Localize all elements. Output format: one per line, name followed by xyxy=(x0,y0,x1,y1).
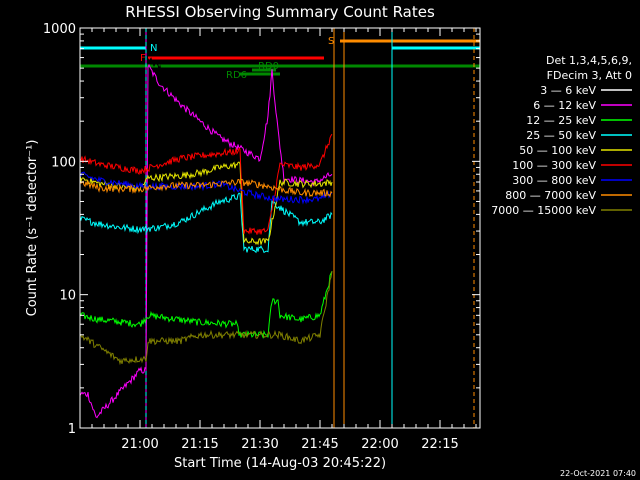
legend-entry-label: 6 — 12 keV xyxy=(533,99,596,112)
series-line-2 xyxy=(79,270,333,340)
y-tick-label: 1 xyxy=(68,422,76,437)
series-lines xyxy=(79,57,333,419)
legend: Det 1,3,4,5,6,9, FDecim 3, Att 0 3 — 6 keV… xyxy=(491,54,632,217)
x-tick-label: 21:45 xyxy=(301,437,338,452)
series-line-0 xyxy=(147,57,333,141)
series-line-5 xyxy=(79,133,333,235)
footer-date: 22-Oct-2021 07:40 xyxy=(560,469,636,478)
x-tick-label: 21:30 xyxy=(241,437,278,452)
x-tick-label: 22:15 xyxy=(421,437,458,452)
annotation-label: S xyxy=(328,36,334,47)
annotation-label: N xyxy=(150,43,157,54)
series-line-6 xyxy=(79,171,333,205)
legend-entry-label: 3 — 6 keV xyxy=(540,84,596,97)
interval-bars xyxy=(80,39,480,76)
legend-entry-label: 25 — 50 keV xyxy=(526,129,596,142)
legend-entry-label: 300 — 800 keV xyxy=(512,174,596,187)
y-tick-label: 100 xyxy=(51,155,76,170)
annotation-label: RD0 xyxy=(258,61,279,72)
annotations: NF RD0 RD6 S xyxy=(140,36,334,81)
y-tick-label: 1000 xyxy=(43,22,76,37)
legend-entry-label: 12 — 25 keV xyxy=(526,114,596,127)
series-line-8 xyxy=(79,271,333,366)
chart-title: RHESSI Observing Summary Count Rates xyxy=(125,3,435,21)
y-axis-label: Count Rate (s⁻¹ detector⁻¹) xyxy=(25,140,40,317)
legend-entry-label: 50 — 100 keV xyxy=(519,144,596,157)
axes: 1 10 100 1000 21:00 21:15 21:30 21:45 22:00 22:15 xyxy=(43,22,480,452)
annotation-label: RD6 xyxy=(226,70,247,81)
y-tick-label: 10 xyxy=(59,289,76,304)
legend-header-line: Det 1,3,4,5,6,9, xyxy=(546,54,632,67)
legend-entry-label: 100 — 300 keV xyxy=(512,159,596,172)
plot-frame xyxy=(79,27,481,429)
legend-header-line: FDecim 3, Att 0 xyxy=(547,69,632,82)
legend-entry-label: 7000 — 15000 keV xyxy=(491,204,596,217)
x-axis-label: Start Time (14-Aug-03 20:45:22) xyxy=(174,456,386,471)
x-tick-label: 21:15 xyxy=(181,437,218,452)
annotation-label: F xyxy=(140,53,146,64)
series-line-7 xyxy=(79,178,333,198)
series-line-4 xyxy=(79,161,333,246)
series-line-3 xyxy=(79,192,333,254)
x-tick-label: 21:00 xyxy=(121,437,158,452)
x-tick-label: 22:00 xyxy=(361,437,398,452)
series-line-1 xyxy=(79,63,333,419)
legend-entry-label: 800 — 7000 keV xyxy=(505,189,596,202)
